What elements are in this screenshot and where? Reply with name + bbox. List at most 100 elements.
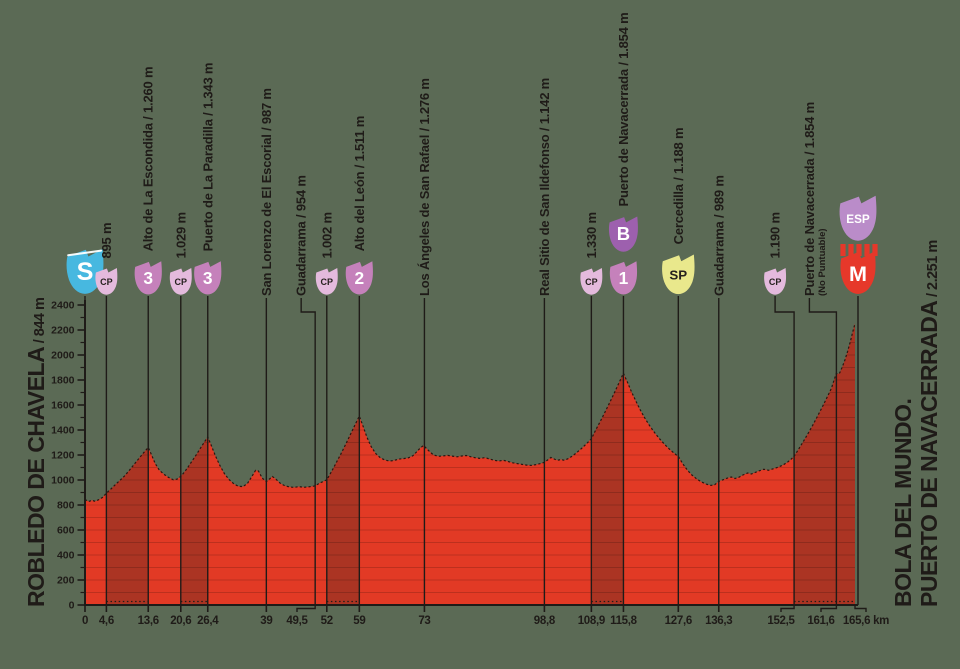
waypoint-label: Los Ángeles de San Rafael / 1.276 m [417,78,432,296]
x-tick-elbow [854,605,867,612]
badge-label: 3 [203,268,213,288]
x-tick-label: 0 [82,615,88,627]
y-tick-label: 2400 [51,300,75,312]
x-tick-label: 59 [353,615,365,627]
badge-S: S [66,248,104,294]
x-tick-label: 52 [321,615,333,627]
badge-3: 3 [134,261,162,295]
climb-band [106,323,149,605]
badge-label: CP [769,277,782,287]
waypoint-label: Puerto de La Paradilla / 1.343 m [200,63,215,252]
badge-shape [194,261,222,295]
badge-ESP: ESP [839,195,877,241]
badge-CP: CP [580,268,603,295]
y-tick-label: 1600 [51,400,75,412]
profile-outline [84,323,856,503]
badge-SP: SP [662,254,695,295]
finish-location-label-line1: BOLA DEL MUNDO. [890,399,916,607]
marker-line [808,298,838,605]
x-tick-elbow [780,605,795,612]
x-tick-label: 26,4 [197,615,219,627]
badge-1: 1 [609,261,638,295]
badge-shape [66,248,104,294]
badge-shape [315,268,338,295]
badge-CP: CP [315,268,338,295]
waypoint-label: Puerto de Navacerrada / 1.854 m [802,102,817,296]
x-tick-label: 165,6 km [843,615,889,627]
badge-crenellation [856,244,862,256]
waypoint-label: Puerto de Navacerrada / 1.854 m [616,13,631,207]
x-tick-elbow [820,605,838,612]
badge-3: 3 [194,261,222,295]
badge-shape [169,268,192,295]
badge-label: CP [100,277,113,287]
badge-label: 3 [143,268,153,288]
badge-label: 1 [619,268,629,288]
badge-label: CP [175,277,188,287]
waypoint-label: 1.002 m [319,212,334,258]
badge-CP: CP [95,268,118,295]
badge-CP: CP [764,268,787,295]
x-tick-label: 49,5 [286,615,308,627]
waypoint-label: Guadarrama / 989 m [711,175,726,296]
badge-crenellation [872,244,878,256]
x-tick-label: 98,8 [534,615,556,627]
x-tick-label: 13,6 [138,615,159,627]
waypoint-label: Real Sitio de San Ildefonso / 1.142 m [537,78,552,296]
y-tick-label: 1000 [51,475,75,487]
x-tick-label: 127,6 [665,615,692,627]
x-tick-label: 115,8 [610,615,638,627]
axes: 0 200 400 600 800 1000 1200 1400 1600 1800 2000 220… [51,300,889,628]
badge-shape [608,216,638,252]
y-tick-label: 1400 [51,425,75,437]
waypoint-label: Alto del León / 1.511 m [352,116,367,252]
waypoint-label: San Lorenzo de El Escorial / 987 m [259,88,274,296]
badge-shape [764,268,787,295]
x-tick-label: 136,3 [705,615,732,627]
y-tick-label: 200 [57,575,75,587]
badge-B: B [608,216,638,252]
badge-M: M [840,244,878,294]
badge-shape [609,261,638,295]
y-tick-label: 600 [57,525,75,537]
badge-2: 2 [345,261,373,295]
badge-shape [345,261,373,295]
badge-label: CP [321,277,334,287]
badge-CP: CP [169,268,192,295]
badge-label: ESP [846,213,870,226]
waypoint-label: Cercedilla / 1.188 m [671,128,686,245]
badge-shape [134,261,162,295]
badge-crenellation [864,244,870,256]
profile-fill [85,323,855,605]
badge-shape [580,268,603,295]
y-tick-label: 400 [57,550,75,562]
climb-band [180,323,208,605]
waypoint-note: (No Puntuable) [817,228,828,296]
x-tick-label: 108,9 [578,615,605,627]
waypoint-label: 1.190 m [768,212,783,258]
waypoint-label: Alto de La Escondida / 1.260 m [141,67,156,252]
badge-crenellation [848,244,854,256]
y-tick-label: 1200 [51,450,75,462]
y-tick-label: 800 [57,500,75,512]
climb-band [591,323,624,605]
badge-label: S [77,258,94,286]
badge-label: SP [669,268,687,283]
start-location-label: ROBLEDO DE CHAVELA / 844 m [23,298,49,607]
x-tick-label: 73 [418,615,430,627]
x-tick-label: 152,5 [767,615,795,627]
y-tick-label: 2200 [51,325,75,337]
badge-label: CP [585,277,598,287]
y-tick-label: 0 [69,600,75,612]
badge-label: 2 [355,268,365,288]
waypoint-label: 1.029 m [173,212,188,258]
badge-crenellation [840,244,846,256]
x-tick-label: 39 [260,615,272,627]
finish-location-label-line2: PUERTO DE NAVACERRADA / 2.251 m [916,240,942,607]
badge-shape [662,254,695,295]
waypoint-label: 1.330 m [584,212,599,258]
marker-line [774,296,795,605]
y-tick-label: 1800 [51,375,75,387]
